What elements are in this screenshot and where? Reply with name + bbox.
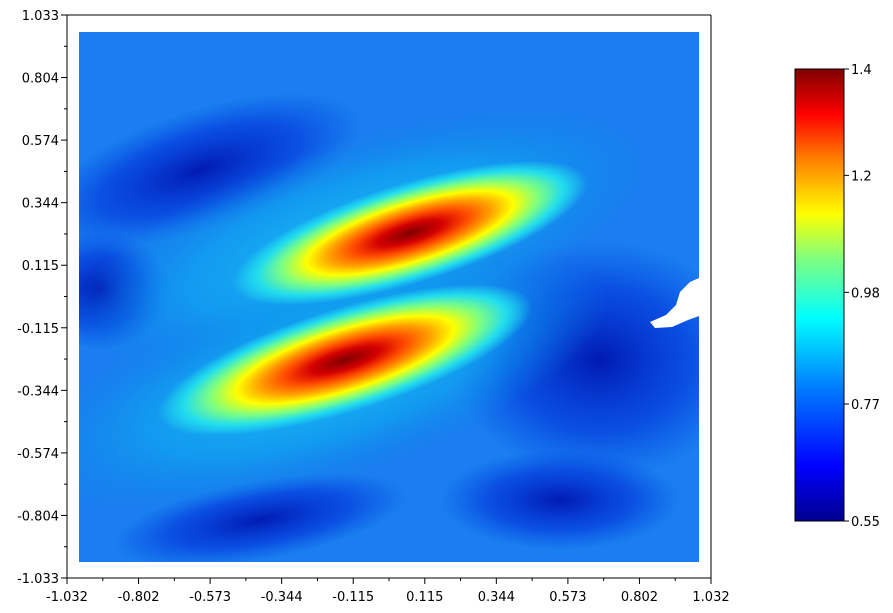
y-tick-label: -1.033 [17,572,59,587]
contour-field [79,32,699,562]
colorbar-tick-label: 1.4 [851,63,872,78]
y-axis-ticks: 1.033 0.804 0.574 0.344 0.115 -0.115 -0.344 -0.… [17,9,67,587]
y-tick-label: 0.344 [22,197,59,212]
x-tick-label: -0.344 [261,590,303,605]
x-tick-label: -0.802 [118,590,160,605]
x-tick-label: -1.032 [46,590,88,605]
x-tick-label: -0.115 [332,590,374,605]
y-tick-label: -0.115 [17,322,59,337]
colorbar-tick-label: 0.77 [851,398,880,413]
x-tick-label: 0.802 [621,590,658,605]
y-tick-label: -0.344 [17,384,59,399]
x-tick-label: -0.573 [189,590,231,605]
y-tick-label: 0.804 [22,72,59,87]
y-tick-label: 0.115 [22,259,59,274]
y-tick-label: -0.804 [17,509,59,524]
missing-data-region [650,278,699,328]
colorbar [794,68,845,522]
colorbar-tick-label: 1.2 [851,169,872,184]
y-tick-label: -0.574 [17,447,59,462]
y-tick-label: 0.574 [22,134,59,149]
x-tick-label: 0.115 [406,590,443,605]
colorbar-tick-label: 0.55 [851,515,880,530]
x-axis-ticks: -1.032 -0.802 -0.573 -0.344 -0.115 0.115 0.344… [46,578,730,605]
x-tick-label: 0.573 [549,590,586,605]
x-tick-label: 0.344 [478,590,515,605]
colorbar-ticks: 1.4 1.2 0.98 0.77 0.55 [844,63,880,530]
colorbar-tick-label: 0.98 [851,286,880,301]
y-tick-label: 1.033 [22,9,59,24]
x-tick-label: 1.032 [692,590,729,605]
